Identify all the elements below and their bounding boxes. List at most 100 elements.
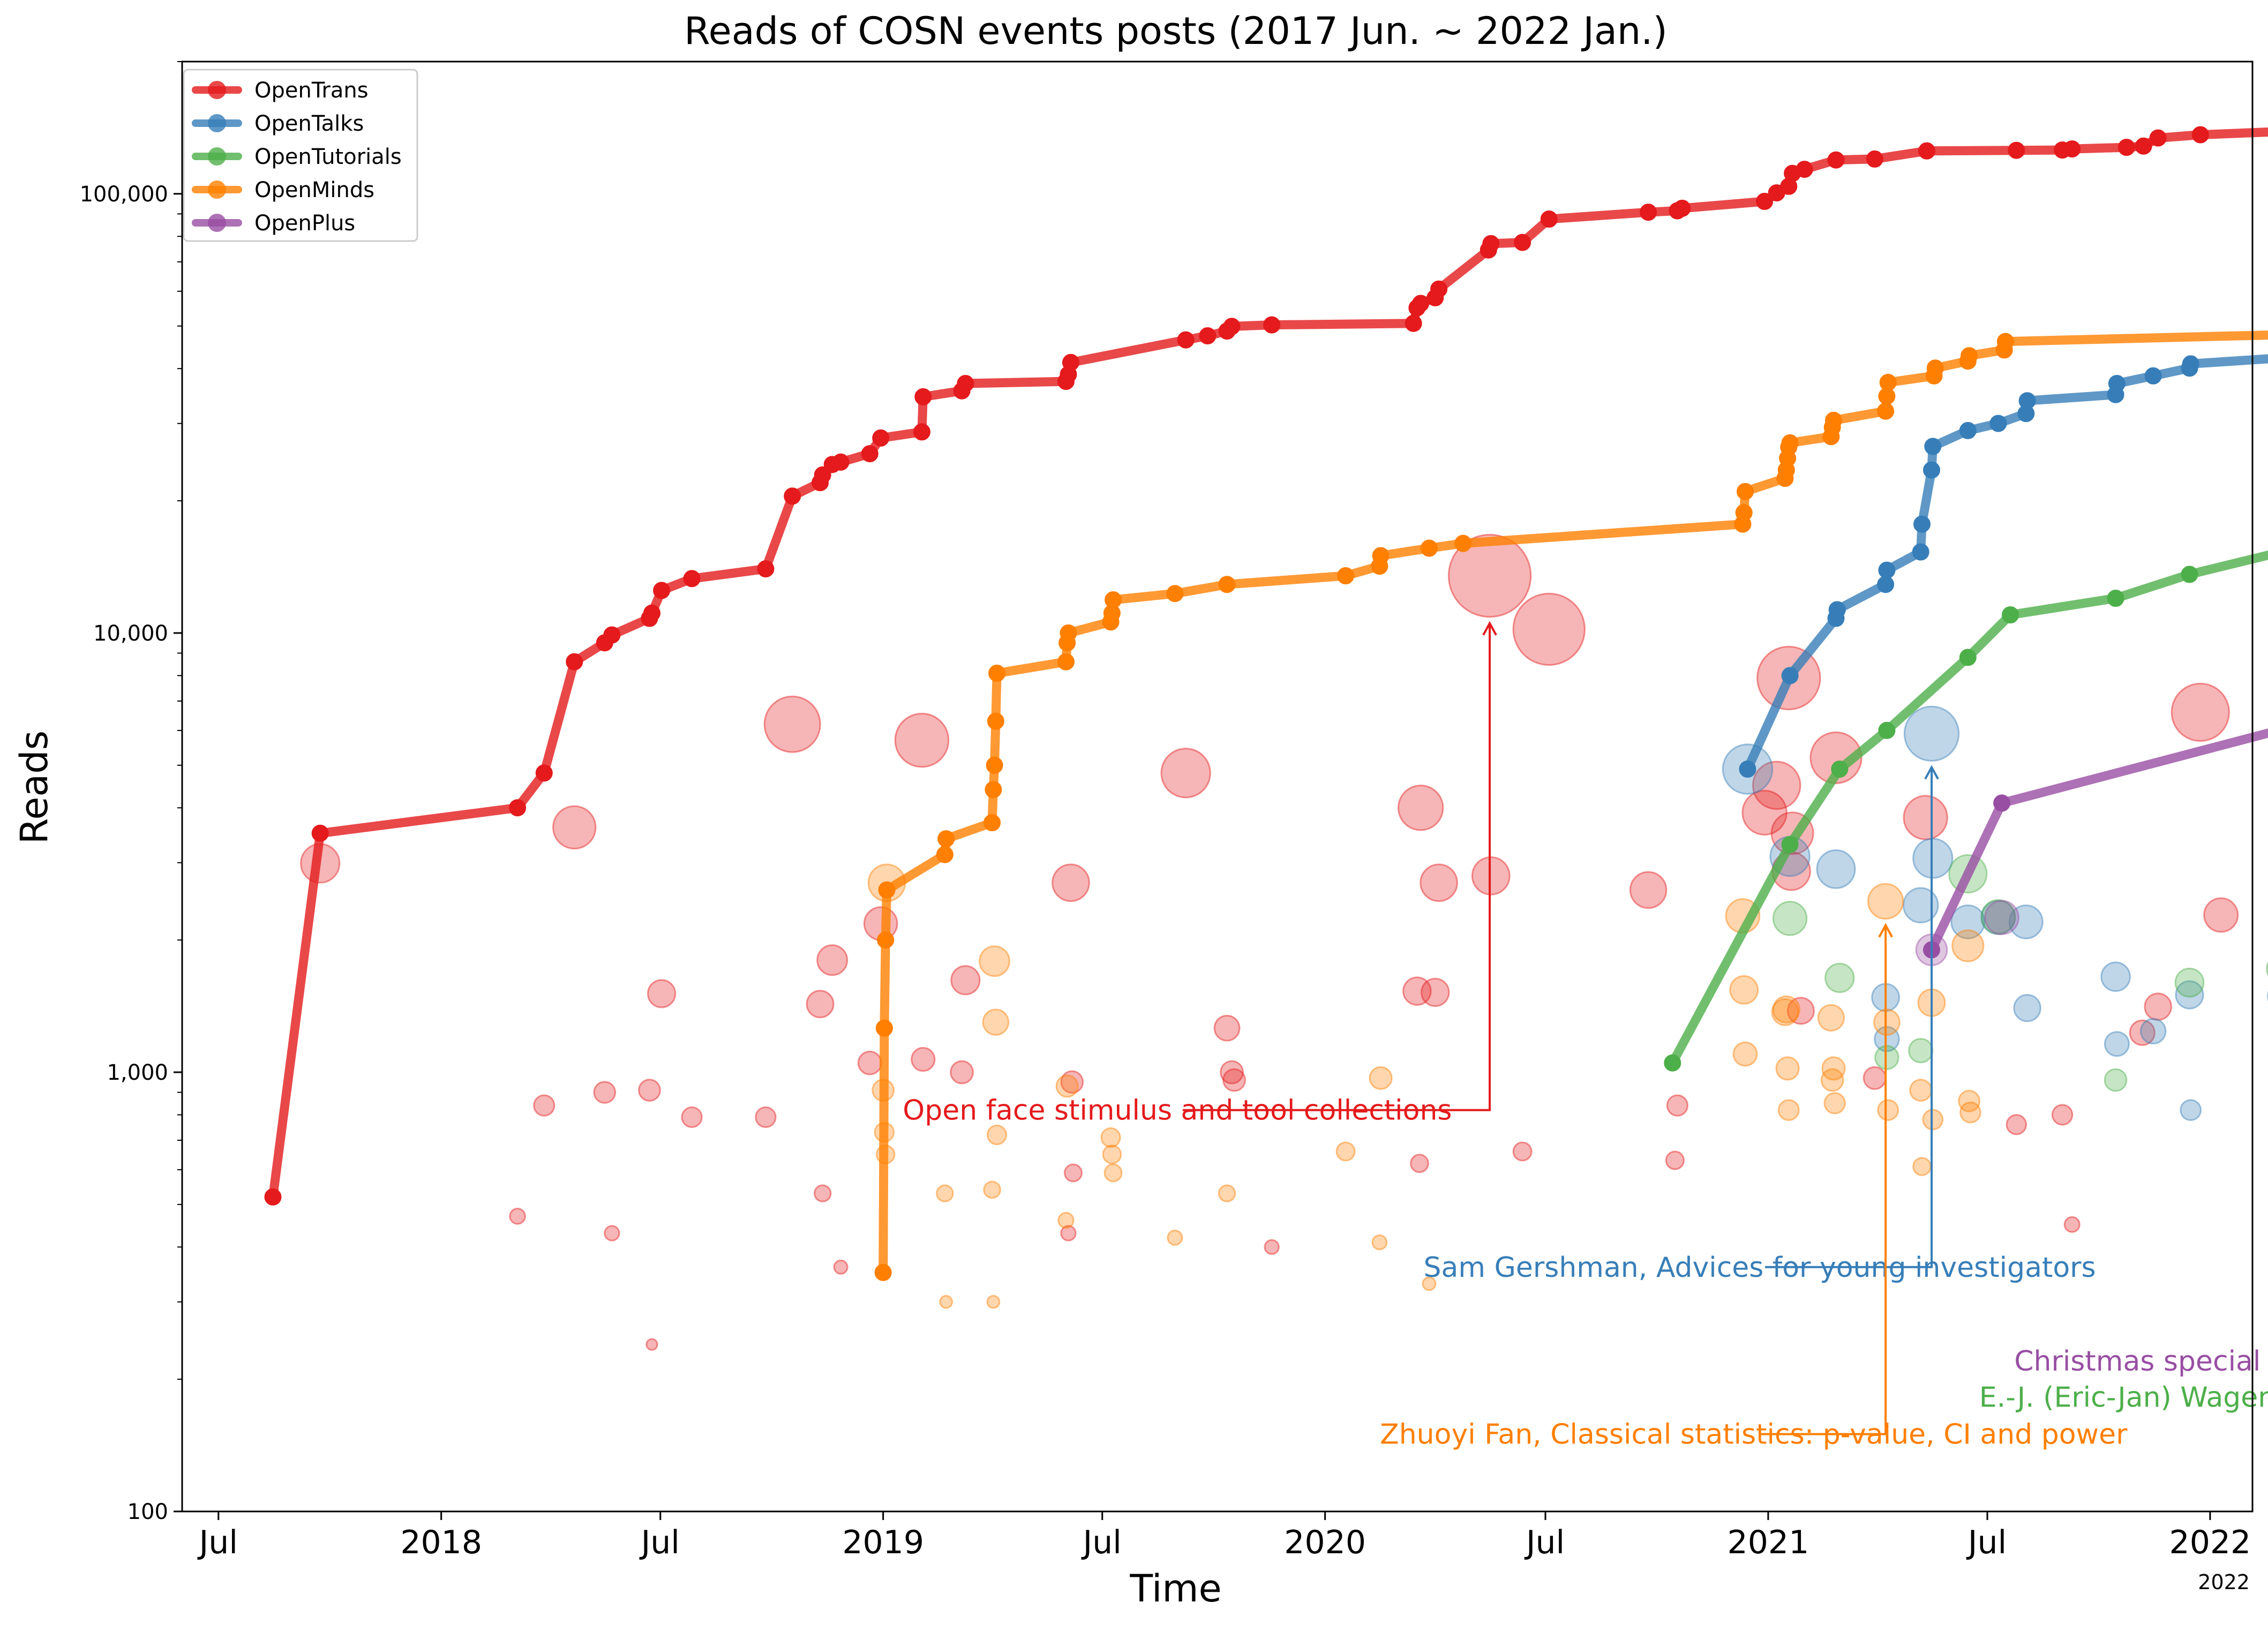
series-point-openminds <box>1105 591 1122 608</box>
series-point-opentrans <box>1827 151 1845 169</box>
annotation-arrowhead <box>1482 621 1497 636</box>
post-bubble-openminds <box>1775 1056 1800 1081</box>
series-point-opentrans <box>1673 199 1691 217</box>
post-bubble-opentalks <box>2008 904 2044 939</box>
post-bubble-opentrans <box>1060 1225 1077 1242</box>
series-point-openminds <box>1781 434 1799 452</box>
post-bubble-opentalks <box>1980 900 2016 935</box>
axes: Jul 2018 Jul 2019 Jul 2020 Jul 2021 Jul 2022 100 1,… <box>80 61 2254 1561</box>
series-point-openminds <box>1337 567 1355 584</box>
series-point-opentrans <box>264 1188 282 1206</box>
series-point-opentrans <box>1866 150 1883 168</box>
series-point-opentrans <box>1482 235 1500 252</box>
post-bubble-opentutorials <box>1772 901 1808 936</box>
series-point-opentrans <box>1514 234 1531 251</box>
x-tick-label: 2021 <box>1728 1524 1809 1561</box>
cumulative-lines <box>264 126 2268 1281</box>
annotation-label: Zhuoyi Fan, Classical statistics: p-valu… <box>1380 1419 2128 1451</box>
series-point-opentutorials <box>2107 590 2124 607</box>
annotation-arrow <box>1759 927 1887 1435</box>
y-tick-label: 100 <box>127 1500 168 1524</box>
series-point-opentrans <box>1430 280 1448 298</box>
series-point-opentalks <box>1989 415 2007 432</box>
series-point-opentrans <box>1062 353 1079 371</box>
series-point-opentalks <box>1739 761 1756 778</box>
series-point-opentrans <box>914 388 932 405</box>
series-point-openminds <box>986 756 1003 774</box>
series-point-opentrans <box>1199 327 1216 344</box>
post-bubble-opentalks <box>1816 849 1856 889</box>
series-point-opentalks <box>1924 438 1942 455</box>
x-tick-label: 2019 <box>842 1524 924 1561</box>
series-point-openminds <box>1879 374 1897 391</box>
post-bubble-openminds <box>1820 1068 1844 1092</box>
annotation-arrow <box>1765 769 1933 1268</box>
series-point-opentutorials <box>1664 1054 1681 1072</box>
post-bubble-openminds <box>1422 1276 1437 1291</box>
post-bubble-opentrans <box>1402 976 1432 1006</box>
post-bubble-opentrans <box>806 990 835 1019</box>
annotation-arrow <box>1182 625 1491 1111</box>
post-bubble-opentutorials <box>1980 899 2016 935</box>
post-bubble-opentrans <box>816 944 848 976</box>
post-bubble-openminds <box>1772 995 1800 1024</box>
legend-marker-openminds <box>208 180 226 199</box>
post-bubble-opentrans <box>1629 871 1668 909</box>
post-bubble-openminds <box>939 1295 953 1309</box>
post-bubble-opentrans <box>1160 748 1211 799</box>
chart-title: Reads of COSN events posts (2017 Jun. ~ … <box>684 9 1668 53</box>
series-point-openminds <box>1877 402 1895 420</box>
post-bubble-openminds <box>1771 998 1799 1026</box>
post-bubble-opentrans <box>894 712 950 768</box>
x-tick-label: 2020 <box>1284 1524 1366 1561</box>
post-bubble-openminds <box>986 1124 1008 1146</box>
series-point-opentutorials <box>1878 721 1896 739</box>
series-point-opentrans <box>757 560 775 578</box>
post-bubble-opentrans <box>763 695 821 753</box>
post-bubble-openminds <box>1958 1089 1981 1112</box>
post-bubble-openminds <box>983 1180 1001 1199</box>
post-bubble-opentalks <box>2175 980 2204 1010</box>
series-line-openminds <box>878 330 2268 1277</box>
post-bubble-opentrans <box>2129 1019 2156 1046</box>
series-point-opentrans <box>832 453 850 471</box>
series-point-openminds <box>1961 347 1978 365</box>
series-point-openminds <box>937 830 955 848</box>
series-point-opentrans <box>2149 129 2167 147</box>
legend-marker-openplus <box>208 214 226 232</box>
series-point-openminds <box>988 665 1006 682</box>
legend-marker-opentutorials <box>208 147 226 165</box>
x-tick-label: Jul <box>197 1524 238 1561</box>
post-bubble-opentrans <box>1264 1239 1280 1255</box>
series-point-openminds <box>1737 483 1754 500</box>
x-tick-label: Jul <box>1966 1524 2007 1561</box>
post-bubble-opentrans <box>911 1047 936 1072</box>
series-point-openminds <box>1057 653 1075 671</box>
series-point-opentrans <box>861 445 878 463</box>
series-point-openminds <box>983 814 1001 831</box>
post-bubble-opentrans <box>1752 761 1801 810</box>
series-point-opentrans <box>784 487 801 505</box>
series-point-opentrans <box>1223 318 1241 335</box>
post-bubble-opentrans <box>1064 1163 1083 1183</box>
y-axis-label: Reads <box>12 731 56 844</box>
post-bubble-opentrans <box>647 979 677 1009</box>
annotation-arrowhead <box>1924 765 1939 780</box>
post-bubble-openminds <box>1167 1229 1183 1246</box>
series-point-opentrans <box>653 582 671 599</box>
series-point-opentrans <box>1796 161 1813 178</box>
post-bubble-opentrans <box>1222 1068 1246 1092</box>
post-bubble-opentrans <box>1052 863 1090 902</box>
series-point-opentalks <box>2144 367 2162 385</box>
post-bubble-opentrans <box>1060 1070 1084 1094</box>
series-point-opentrans <box>509 799 527 817</box>
legend: OpenTrans OpenTalks OpenTutorials OpenMinds… <box>183 69 418 242</box>
series-point-opentrans <box>957 375 974 392</box>
post-bubble-openminds <box>1057 1212 1075 1229</box>
post-bubble-opentrans <box>1213 1014 1241 1042</box>
legend-label-opentalks: OpenTalks <box>254 111 364 136</box>
series-point-opentalks <box>1828 601 1846 619</box>
post-bubble-opentrans <box>1447 533 1532 618</box>
post-bubble-opentrans <box>604 1225 620 1242</box>
post-bubble-opentrans <box>2006 1114 2027 1135</box>
